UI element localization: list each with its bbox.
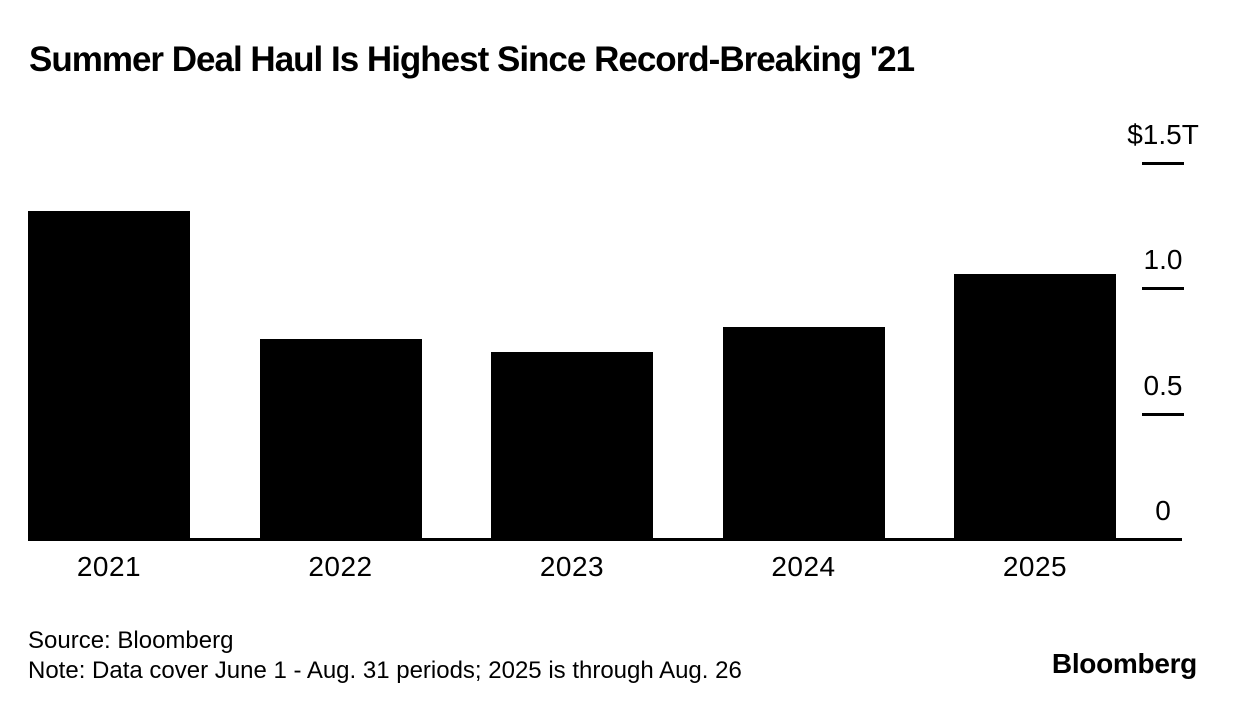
x-axis-label: 2021 xyxy=(76,551,142,582)
note-text: Note: Data cover June 1 - Aug. 31 period… xyxy=(28,657,742,684)
x-axis-label: 2025 xyxy=(1002,551,1068,582)
x-axis-label: 2023 xyxy=(539,551,605,582)
x-axis-label: 2024 xyxy=(771,551,836,582)
x-axis-label: 2022 xyxy=(308,551,373,582)
y-axis-label: 0 xyxy=(1155,495,1171,526)
x-axis-line xyxy=(28,538,1182,541)
bar-2022 xyxy=(259,339,422,540)
plot-area xyxy=(28,0,1116,540)
x-axis: 2021 2022 2023 2024 2025 xyxy=(28,552,1116,582)
chart-title: Summer Deal Haul Is Highest Since Record… xyxy=(29,40,915,79)
footer-notes: Source: Bloomberg Note: Data cover June … xyxy=(28,626,742,686)
y-axis-tick xyxy=(1142,287,1184,290)
source-text: Source: Bloomberg xyxy=(28,627,234,654)
bar-2024 xyxy=(722,327,885,540)
y-axis-tick xyxy=(1142,162,1184,165)
y-axis-label: 1.0 xyxy=(1143,244,1183,275)
y-axis-tick xyxy=(1142,413,1184,416)
y-axis-label: 0.5 xyxy=(1143,370,1183,401)
y-axis-label: $1.5T xyxy=(1127,119,1199,150)
bloomberg-logo: Bloomberg xyxy=(1051,648,1197,679)
bar-2021 xyxy=(28,211,190,540)
bar-2025 xyxy=(954,274,1116,540)
bar-2023 xyxy=(491,352,653,540)
